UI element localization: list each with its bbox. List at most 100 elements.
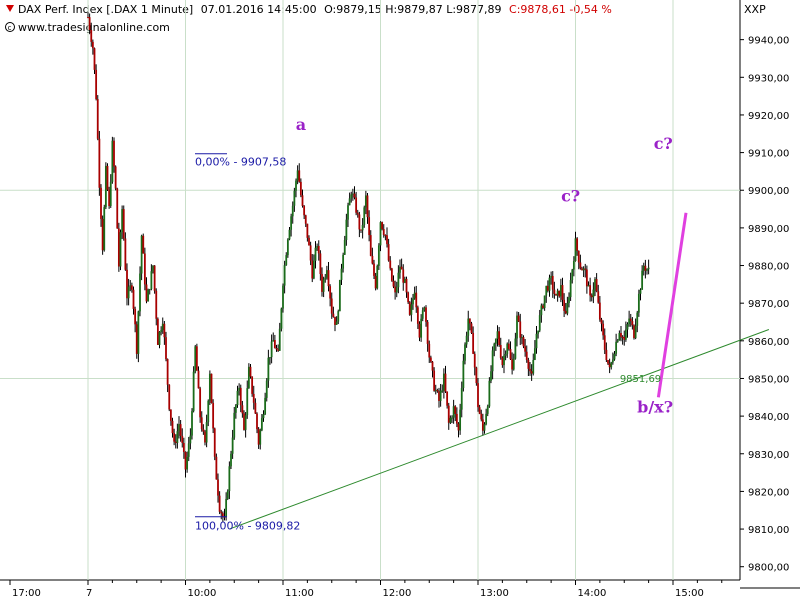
x-tick-label: 12:00 bbox=[383, 588, 412, 599]
candle-body bbox=[184, 451, 187, 470]
candle-body bbox=[421, 310, 424, 319]
candle-body bbox=[119, 232, 122, 267]
candle-body bbox=[321, 274, 323, 292]
candle-body bbox=[194, 346, 197, 372]
candle-body bbox=[514, 338, 517, 359]
candle-body bbox=[277, 349, 280, 351]
header-triangle-icon[interactable] bbox=[6, 5, 14, 12]
candle-body bbox=[192, 371, 195, 412]
candle-body bbox=[257, 429, 260, 445]
candle-body bbox=[402, 269, 405, 283]
candle-body bbox=[285, 255, 288, 266]
candle-body bbox=[270, 341, 273, 358]
candle-body bbox=[275, 347, 278, 350]
candle-body bbox=[126, 269, 128, 299]
candle-body bbox=[603, 335, 606, 350]
candle-body bbox=[317, 246, 320, 254]
candle-body bbox=[488, 380, 491, 407]
candle-body bbox=[543, 295, 546, 309]
candle-body bbox=[507, 343, 510, 350]
candle-body bbox=[178, 424, 180, 432]
candle-body bbox=[538, 315, 541, 331]
y-tick-label: 9910,00 bbox=[748, 149, 789, 160]
candle-body bbox=[243, 413, 245, 430]
candle-body bbox=[481, 419, 484, 431]
candle-body bbox=[449, 417, 452, 423]
candle-body bbox=[558, 290, 561, 297]
candle-body bbox=[522, 337, 525, 347]
candle-body bbox=[186, 456, 189, 470]
candle-body bbox=[335, 321, 338, 325]
candle-body bbox=[529, 368, 531, 372]
candle-body bbox=[108, 189, 111, 206]
candle-body bbox=[220, 511, 223, 514]
candle-body bbox=[610, 362, 613, 368]
candle-body bbox=[191, 411, 193, 436]
candle-body bbox=[324, 277, 327, 280]
candle-body bbox=[581, 268, 583, 271]
candle-body bbox=[405, 278, 408, 293]
candle-body bbox=[205, 422, 208, 443]
candle-body bbox=[387, 244, 390, 261]
candle-body bbox=[262, 414, 265, 419]
candle-body bbox=[304, 215, 307, 224]
candle-body bbox=[377, 245, 380, 266]
candle-body bbox=[288, 229, 291, 240]
candle-body bbox=[442, 373, 445, 391]
candle-body bbox=[280, 308, 283, 329]
chart-timestamp: 07.01.2016 14:45:00 bbox=[201, 3, 317, 16]
candle-body bbox=[413, 292, 416, 299]
candle-body bbox=[597, 291, 600, 303]
candle-body bbox=[639, 289, 642, 294]
candle-body bbox=[499, 345, 502, 358]
candle-body bbox=[477, 383, 479, 408]
candle-body bbox=[608, 363, 611, 368]
candle-body bbox=[296, 170, 299, 181]
candle-body bbox=[566, 302, 569, 314]
source-label: www.tradesignalonline.com bbox=[18, 21, 170, 34]
candle-body bbox=[165, 337, 167, 360]
candle-body bbox=[460, 388, 463, 410]
candle-body bbox=[247, 366, 250, 389]
candle-body bbox=[633, 325, 635, 339]
candle-body bbox=[169, 409, 172, 421]
candle-body bbox=[628, 318, 631, 325]
y-tick-label: 9830,00 bbox=[748, 450, 789, 461]
candle-body bbox=[104, 165, 107, 208]
candle-body bbox=[145, 284, 148, 302]
candle-body bbox=[233, 412, 236, 438]
candle-body bbox=[254, 402, 257, 414]
candle-body bbox=[647, 267, 650, 270]
candle-body bbox=[174, 441, 177, 443]
candle-body bbox=[641, 270, 644, 290]
candle-body bbox=[431, 361, 434, 371]
candle-body bbox=[106, 165, 109, 190]
candle-body bbox=[532, 359, 535, 374]
candle-body bbox=[132, 289, 135, 309]
candle-body bbox=[100, 187, 102, 219]
candle-body bbox=[379, 222, 382, 246]
candle-body bbox=[439, 390, 442, 401]
candle-body bbox=[527, 359, 530, 369]
candle-body bbox=[225, 498, 228, 518]
candle-body bbox=[400, 266, 403, 270]
candle-body bbox=[579, 262, 582, 269]
candle-body bbox=[226, 491, 229, 499]
candle-body bbox=[319, 253, 322, 275]
candle-body bbox=[452, 406, 455, 418]
candle-body bbox=[148, 289, 151, 291]
candle-body bbox=[483, 424, 486, 431]
candle-body bbox=[204, 431, 206, 443]
candle-body bbox=[373, 263, 375, 276]
candle-body bbox=[433, 370, 436, 391]
candle-body bbox=[160, 330, 163, 332]
candle-body bbox=[551, 275, 554, 290]
candle-body bbox=[350, 194, 353, 199]
candle-body bbox=[355, 197, 358, 213]
candle-body bbox=[637, 293, 640, 313]
candle-body bbox=[303, 205, 306, 216]
annotations: 0,00% - 9907,58 100,00% - 9809,82 a c? c? b/x… bbox=[195, 115, 673, 533]
candle-body bbox=[155, 290, 158, 319]
candle-body bbox=[386, 235, 388, 245]
candle-body bbox=[571, 269, 574, 281]
